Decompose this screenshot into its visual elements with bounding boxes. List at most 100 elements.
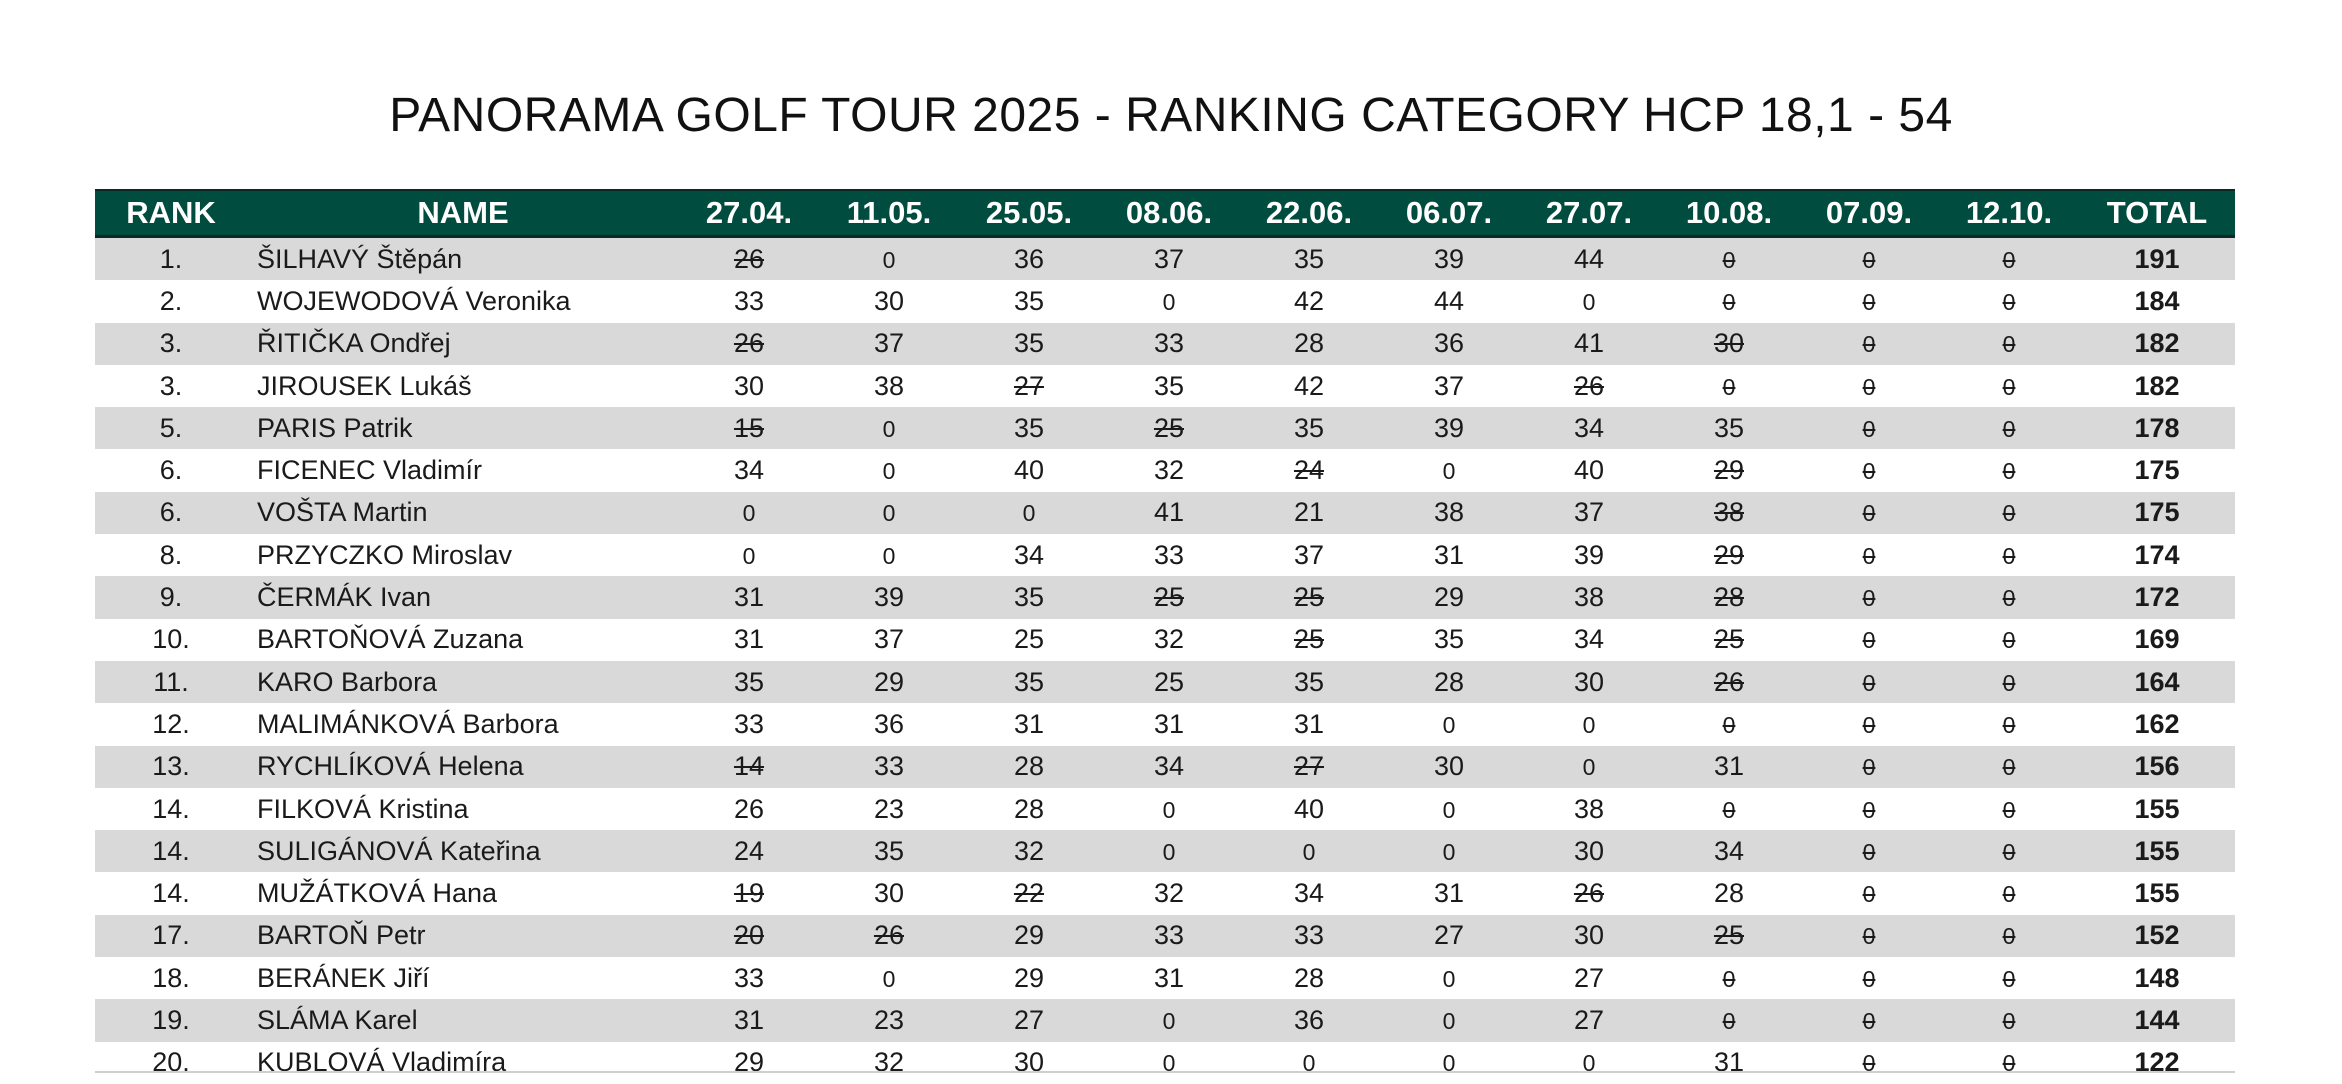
rank-cell: 19.: [95, 999, 247, 1042]
score-cell: 0: [1799, 449, 1939, 492]
score-value: 27: [1573, 962, 1605, 993]
score-cell: 25: [1099, 407, 1239, 450]
table-row: 12. MALIMÁNKOVÁ Barbora 33 36 31 31 31 0 0 0 0 0 162: [95, 703, 2235, 746]
score-cell: 0: [1379, 703, 1519, 746]
score-cell: 26: [679, 236, 819, 281]
score-value: 0: [2002, 796, 2016, 823]
score-cell: 30: [959, 1041, 1099, 1084]
table-row: 3. ŘITIČKA Ondřej 26 37 35 33 28 36 41 30 0 0 182: [95, 322, 2235, 365]
score-value: 34: [1573, 624, 1605, 655]
score-cell: 33: [1239, 914, 1379, 958]
score-value: 36: [873, 708, 905, 739]
score-cell: 0: [1939, 534, 2079, 577]
name-cell: FILKOVÁ Kristina: [247, 787, 679, 831]
score-cell: 26: [1519, 872, 1659, 915]
score-value: 31: [1713, 751, 1745, 782]
score-value: 34: [1013, 539, 1045, 570]
score-value: 0: [2002, 669, 2016, 696]
score-cell: 34: [1519, 407, 1659, 450]
score-cell: 0: [1939, 576, 2079, 619]
score-value: 33: [733, 285, 765, 316]
score-cell: 31: [679, 618, 819, 661]
name-cell: ČERMÁK Ivan: [247, 576, 679, 619]
score-value: 41: [1573, 328, 1605, 359]
score-cell: 0: [1939, 914, 2079, 958]
score-cell: 24: [679, 830, 819, 873]
score-cell: 35: [1239, 407, 1379, 450]
score-value: 0: [1862, 838, 1876, 865]
rank-cell: 10.: [95, 618, 247, 661]
score-value: 38: [1713, 497, 1745, 528]
score-cell: 40: [1239, 787, 1379, 831]
score-value: 33: [1153, 920, 1185, 951]
score-cell: 28: [1239, 957, 1379, 1000]
score-value: 15: [733, 412, 765, 443]
rank-cell: 14.: [95, 872, 247, 915]
score-value: 39: [1433, 243, 1465, 274]
score-value: 28: [1433, 666, 1465, 697]
score-cell: 0: [1939, 407, 2079, 450]
score-value: 0: [882, 246, 896, 273]
score-cell: 25: [1099, 576, 1239, 619]
score-value: 34: [733, 455, 765, 486]
score-value: 0: [1862, 288, 1876, 315]
total-cell: 174: [2079, 534, 2235, 577]
score-cell: 35: [1379, 618, 1519, 661]
score-cell: 31: [1099, 703, 1239, 746]
score-cell: 33: [1099, 534, 1239, 577]
score-cell: 0: [679, 491, 819, 535]
score-cell: 28: [1239, 322, 1379, 365]
score-cell: 29: [959, 914, 1099, 958]
score-cell: 0: [1799, 872, 1939, 915]
rank-cell: 11.: [95, 660, 247, 704]
score-value: 0: [1442, 711, 1456, 738]
score-cell: 36: [1239, 999, 1379, 1042]
score-value: 34: [1293, 878, 1325, 909]
score-value: 29: [1433, 582, 1465, 613]
score-value: 0: [882, 542, 896, 569]
score-value: 24: [1293, 455, 1325, 486]
table-row: 18. BERÁNEK Jiří 33 0 29 31 28 0 27 0 0 0 148: [95, 957, 2235, 1000]
score-value: 30: [873, 285, 905, 316]
name-cell: BERÁNEK Jiří: [247, 957, 679, 1000]
score-value: 27: [1573, 1004, 1605, 1035]
score-value: 26: [1713, 666, 1745, 697]
table-row: 14. FILKOVÁ Kristina 26 23 28 0 40 0 38 0 0 0 155: [95, 787, 2235, 831]
score-value: 38: [1573, 582, 1605, 613]
score-value: 14: [733, 751, 765, 782]
score-value: 0: [1862, 711, 1876, 738]
name-cell: RYCHLÍKOVÁ Helena: [247, 745, 679, 788]
score-value: 0: [2002, 585, 2016, 612]
name-cell: BARTOŇOVÁ Zuzana: [247, 618, 679, 661]
score-cell: 35: [1099, 364, 1239, 408]
score-cell: 32: [1099, 872, 1239, 915]
table-row: 17. BARTOŇ Petr 20 26 29 33 33 27 30 25 0 0 152: [95, 914, 2235, 958]
score-cell: 32: [1099, 449, 1239, 492]
score-value: 25: [1293, 624, 1325, 655]
score-value: 0: [1442, 1050, 1456, 1077]
score-cell: 0: [1799, 618, 1939, 661]
score-value: 25: [1013, 624, 1045, 655]
score-cell: 33: [679, 957, 819, 1000]
score-value: 44: [1433, 285, 1465, 316]
score-cell: 0: [1799, 236, 1939, 281]
score-value: 0: [1862, 331, 1876, 358]
score-value: 19: [733, 878, 765, 909]
score-value: 25: [1713, 624, 1745, 655]
header-date-3: 25.05.: [959, 189, 1099, 238]
score-value: 0: [2002, 415, 2016, 442]
score-value: 0: [2002, 373, 2016, 400]
score-value: 35: [873, 835, 905, 866]
score-cell: 38: [1519, 787, 1659, 831]
score-value: 0: [1862, 796, 1876, 823]
score-value: 0: [2002, 965, 2016, 992]
score-value: 30: [1713, 328, 1745, 359]
score-value: 28: [1713, 878, 1745, 909]
score-cell: 31: [1239, 703, 1379, 746]
score-value: 36: [1433, 328, 1465, 359]
score-value: 31: [733, 624, 765, 655]
score-value: 0: [2002, 1007, 2016, 1034]
score-value: 0: [882, 458, 896, 485]
score-cell: 0: [1799, 787, 1939, 831]
score-value: 27: [1433, 920, 1465, 951]
